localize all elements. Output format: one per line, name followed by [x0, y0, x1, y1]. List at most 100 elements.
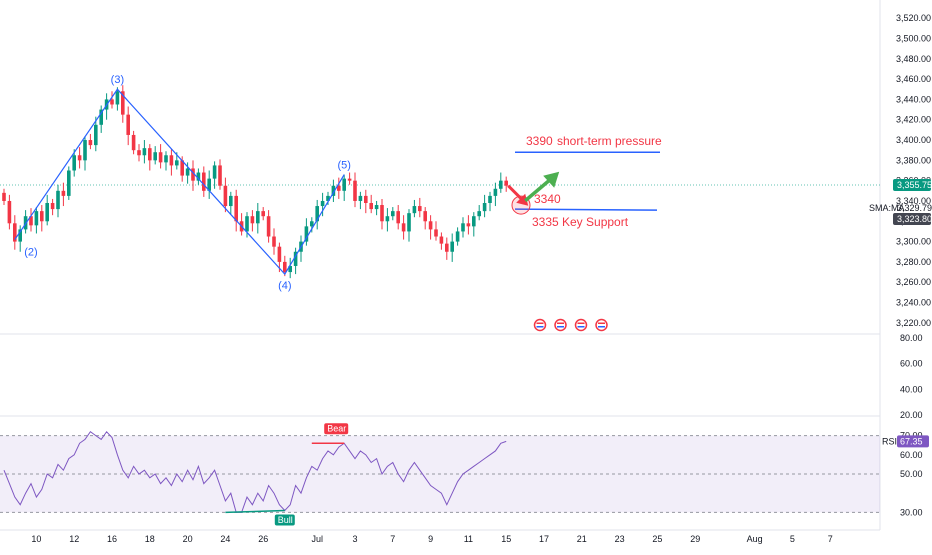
time-tick-label: 24	[220, 534, 230, 544]
candle-body	[293, 251, 298, 266]
support-value-label: 3335	[532, 215, 559, 229]
candle-body	[450, 241, 454, 252]
candle-body	[245, 216, 249, 232]
secondary-price-badge	[893, 212, 931, 225]
price-tick-label: 3,380.00	[896, 155, 931, 165]
bear-label: Bear	[327, 423, 346, 433]
event-flag-stripe	[598, 322, 605, 324]
rsi-name-label: RSI	[882, 436, 897, 446]
candle-body	[272, 236, 276, 247]
candle-body	[504, 180, 508, 186]
candle-body	[234, 195, 238, 222]
price-tick-label: 3,340.00	[896, 196, 931, 206]
wave-label: (3)	[111, 74, 124, 86]
candle-body	[434, 229, 438, 237]
candle-body	[34, 211, 39, 226]
candle-body	[153, 152, 157, 161]
event-flag-icon[interactable]	[554, 318, 567, 332]
pivot-value-label: 3340	[534, 192, 561, 206]
candle-body	[472, 216, 476, 227]
rsi-pane-tick-label: 60.00	[900, 450, 923, 460]
time-tick-label: 18	[145, 534, 155, 544]
candle-body	[72, 155, 76, 171]
candle-body	[29, 216, 33, 226]
rsi-axis-tick-label: 40.00	[900, 384, 923, 394]
candle-body	[18, 229, 22, 242]
last-price-value: 3,355.75	[897, 180, 932, 190]
time-axis[interactable]: 10 12 16 18 20 24 26 Jul 3 7 9 11 15 17 21 23 25 29 Aug 5 7	[31, 534, 832, 544]
rsi-line	[3, 430, 507, 513]
candle-body	[488, 195, 492, 203]
time-tick-label: 5	[790, 534, 795, 544]
candle-body	[428, 221, 433, 230]
price-labels-layer: 3,355.75 SMA:MA 3,329.79 3,323.80 RSI 67…	[274, 178, 932, 526]
candle-body	[13, 223, 17, 242]
price-tick-label: 3,460.00	[896, 74, 931, 84]
candle-body	[455, 231, 460, 242]
candle-body	[94, 124, 98, 146]
price-tick-label: 3,260.00	[896, 277, 931, 287]
rsi-axis[interactable]: 20.00 40.00 60.00 80.00	[900, 333, 923, 420]
candle-body	[396, 211, 400, 224]
candle-body	[164, 155, 168, 163]
time-tick-label: 16	[107, 534, 117, 544]
candle-body	[499, 180, 503, 189]
up-arrow-shaft	[524, 177, 553, 203]
candle-body	[401, 223, 406, 232]
price-tick-label: 3,300.00	[896, 237, 931, 247]
bear-badge	[324, 423, 349, 435]
event-flag-stripe	[577, 326, 585, 328]
candle-body	[131, 134, 136, 151]
wave-path	[14, 88, 345, 276]
bull-divergence-line	[225, 509, 285, 514]
candle-body	[110, 99, 114, 105]
candle-body	[266, 216, 271, 237]
time-tick-label: 12	[69, 534, 79, 544]
event-flag-icon[interactable]	[595, 318, 608, 332]
secondary-price-value: 3,323.80	[897, 214, 932, 224]
time-tick-label: 15	[501, 534, 511, 544]
event-flag-stripe	[577, 322, 585, 324]
event-flag-icon[interactable]	[574, 318, 588, 332]
time-tick-label: Jul	[311, 534, 323, 544]
event-flag-icon[interactable]	[533, 318, 547, 332]
price-tick-label: 3,400.00	[896, 135, 931, 145]
pressure-value-label: 3390	[526, 134, 553, 148]
candle-body	[407, 213, 411, 232]
candle-body	[148, 148, 152, 161]
price-axis[interactable]: 3,220.00 3,240.00 3,260.00 3,280.00 3,300.00…	[896, 13, 931, 328]
candle-body	[142, 148, 147, 156]
event-flag-stripe	[557, 322, 564, 324]
bull-badge	[274, 514, 295, 526]
candle-body	[445, 243, 449, 252]
candle-body	[385, 216, 390, 222]
candle-body	[88, 140, 93, 146]
candle-body	[250, 216, 255, 224]
candle-body	[50, 203, 55, 210]
candle-body	[315, 206, 319, 222]
sma-label: SMA:MA	[869, 203, 905, 213]
candle-body	[2, 192, 6, 201]
candle-body	[7, 200, 12, 224]
price-tick-label: 3,440.00	[896, 94, 931, 104]
candle-body	[482, 203, 487, 212]
candle-body	[180, 160, 184, 176]
price-tick-label: 3,280.00	[896, 257, 931, 267]
time-tick-label: 9	[428, 534, 433, 544]
candle-body	[353, 180, 357, 201]
candle-body	[83, 140, 87, 161]
candle-body	[493, 188, 498, 196]
candle-body	[45, 203, 49, 222]
candle-body	[391, 211, 395, 217]
rsi-value: 67.35	[900, 436, 923, 446]
candle-body	[121, 91, 125, 115]
last-price-badge	[893, 178, 931, 191]
up-arrow-head	[543, 171, 560, 188]
candle-body	[212, 165, 217, 179]
rsi-value-badge	[897, 435, 929, 448]
candle-body	[347, 178, 352, 181]
candle-body	[277, 246, 282, 262]
candles-layer: (2) (3) (4) (5)	[2, 74, 508, 292]
